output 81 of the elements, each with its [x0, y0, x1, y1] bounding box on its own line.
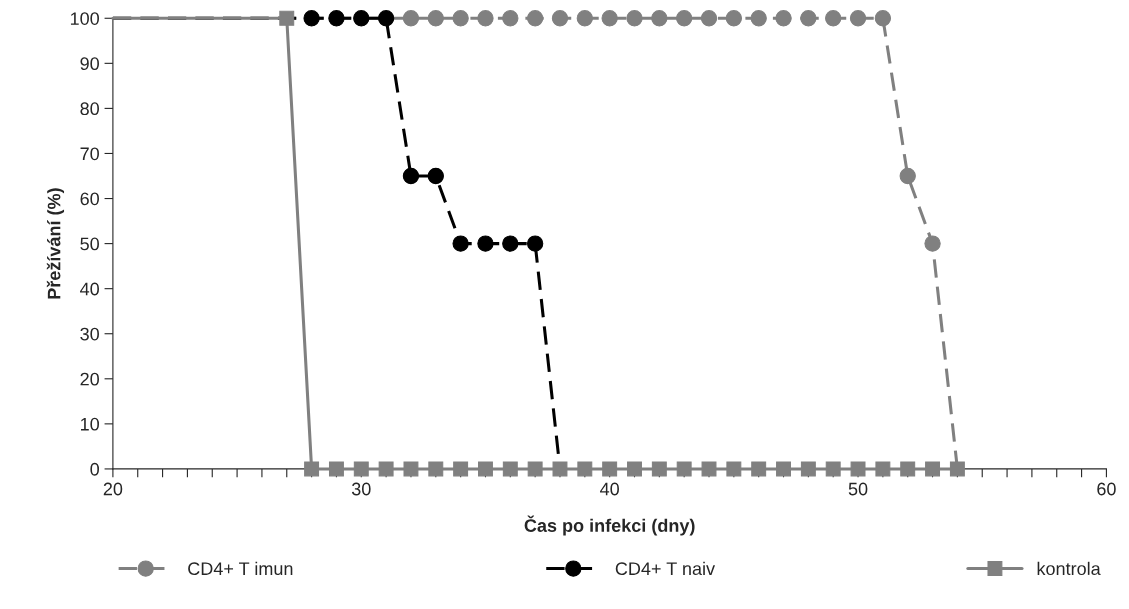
point — [527, 461, 543, 477]
point — [502, 461, 518, 477]
point — [353, 461, 369, 477]
x-tick-label: 60 — [1097, 482, 1116, 496]
point — [526, 235, 544, 252]
y-tick-label: 50 — [80, 237, 99, 251]
point — [825, 10, 842, 27]
y-tick-label: 20 — [80, 372, 99, 386]
point — [651, 10, 668, 27]
point — [800, 461, 816, 477]
legend-label: CD4+ T imun — [188, 561, 293, 576]
y-tick-label: 40 — [80, 282, 99, 296]
point — [700, 10, 718, 27]
point — [402, 10, 420, 27]
y-tick-label: 60 — [80, 192, 99, 206]
point — [328, 461, 344, 477]
point — [477, 10, 494, 27]
point — [304, 461, 320, 477]
y-tick-label: 100 — [70, 12, 99, 25]
point — [427, 167, 444, 185]
point — [576, 10, 593, 27]
point — [477, 235, 494, 252]
point — [502, 235, 519, 252]
point — [452, 10, 469, 27]
y-tick-label: 30 — [80, 327, 99, 341]
point — [676, 10, 693, 27]
y-tick-label: 90 — [80, 57, 99, 71]
point — [899, 167, 916, 185]
point — [427, 10, 444, 27]
point — [303, 10, 320, 27]
point — [601, 10, 618, 27]
legend-label: CD4+ T naiv — [615, 561, 716, 576]
point — [874, 10, 892, 27]
x-tick-label: 30 — [351, 482, 371, 496]
point — [279, 10, 295, 26]
point — [602, 461, 618, 477]
point — [875, 461, 891, 477]
point — [750, 10, 767, 27]
point — [900, 461, 916, 477]
point — [775, 10, 792, 27]
point — [800, 10, 817, 27]
point — [849, 10, 867, 27]
point — [353, 10, 370, 27]
point — [526, 10, 544, 27]
point — [924, 235, 941, 252]
point — [726, 461, 742, 477]
point — [776, 461, 791, 477]
point — [949, 461, 965, 477]
point — [825, 461, 841, 477]
point — [850, 461, 866, 477]
point — [551, 10, 569, 27]
x-tick-label: 50 — [848, 482, 868, 496]
point — [577, 461, 593, 477]
point — [502, 10, 519, 27]
point — [453, 461, 469, 477]
point — [925, 461, 941, 477]
x-tick-label: 40 — [600, 482, 619, 496]
point — [676, 461, 692, 477]
point — [701, 461, 717, 477]
y-tick-label: 70 — [80, 147, 99, 161]
y-tick-label: 10 — [81, 417, 99, 431]
point — [751, 461, 767, 477]
x-axis-title: Čas po infekci (dny) — [524, 515, 695, 536]
point — [626, 10, 643, 27]
point — [402, 167, 420, 185]
point — [627, 461, 642, 477]
point — [428, 461, 444, 477]
point — [377, 10, 395, 27]
point — [552, 461, 568, 477]
x-tick-label: 20 — [103, 482, 123, 496]
point — [478, 461, 493, 477]
point — [651, 461, 667, 477]
point — [403, 461, 419, 477]
point — [328, 10, 345, 27]
y-tick-label: 80 — [80, 102, 99, 116]
point — [378, 461, 394, 477]
y-axis-title: Přežívání (%) — [46, 188, 65, 299]
legend-label: kontrola — [1037, 561, 1101, 576]
point — [725, 10, 743, 27]
point — [452, 235, 469, 252]
y-tick-label: 0 — [90, 462, 99, 476]
